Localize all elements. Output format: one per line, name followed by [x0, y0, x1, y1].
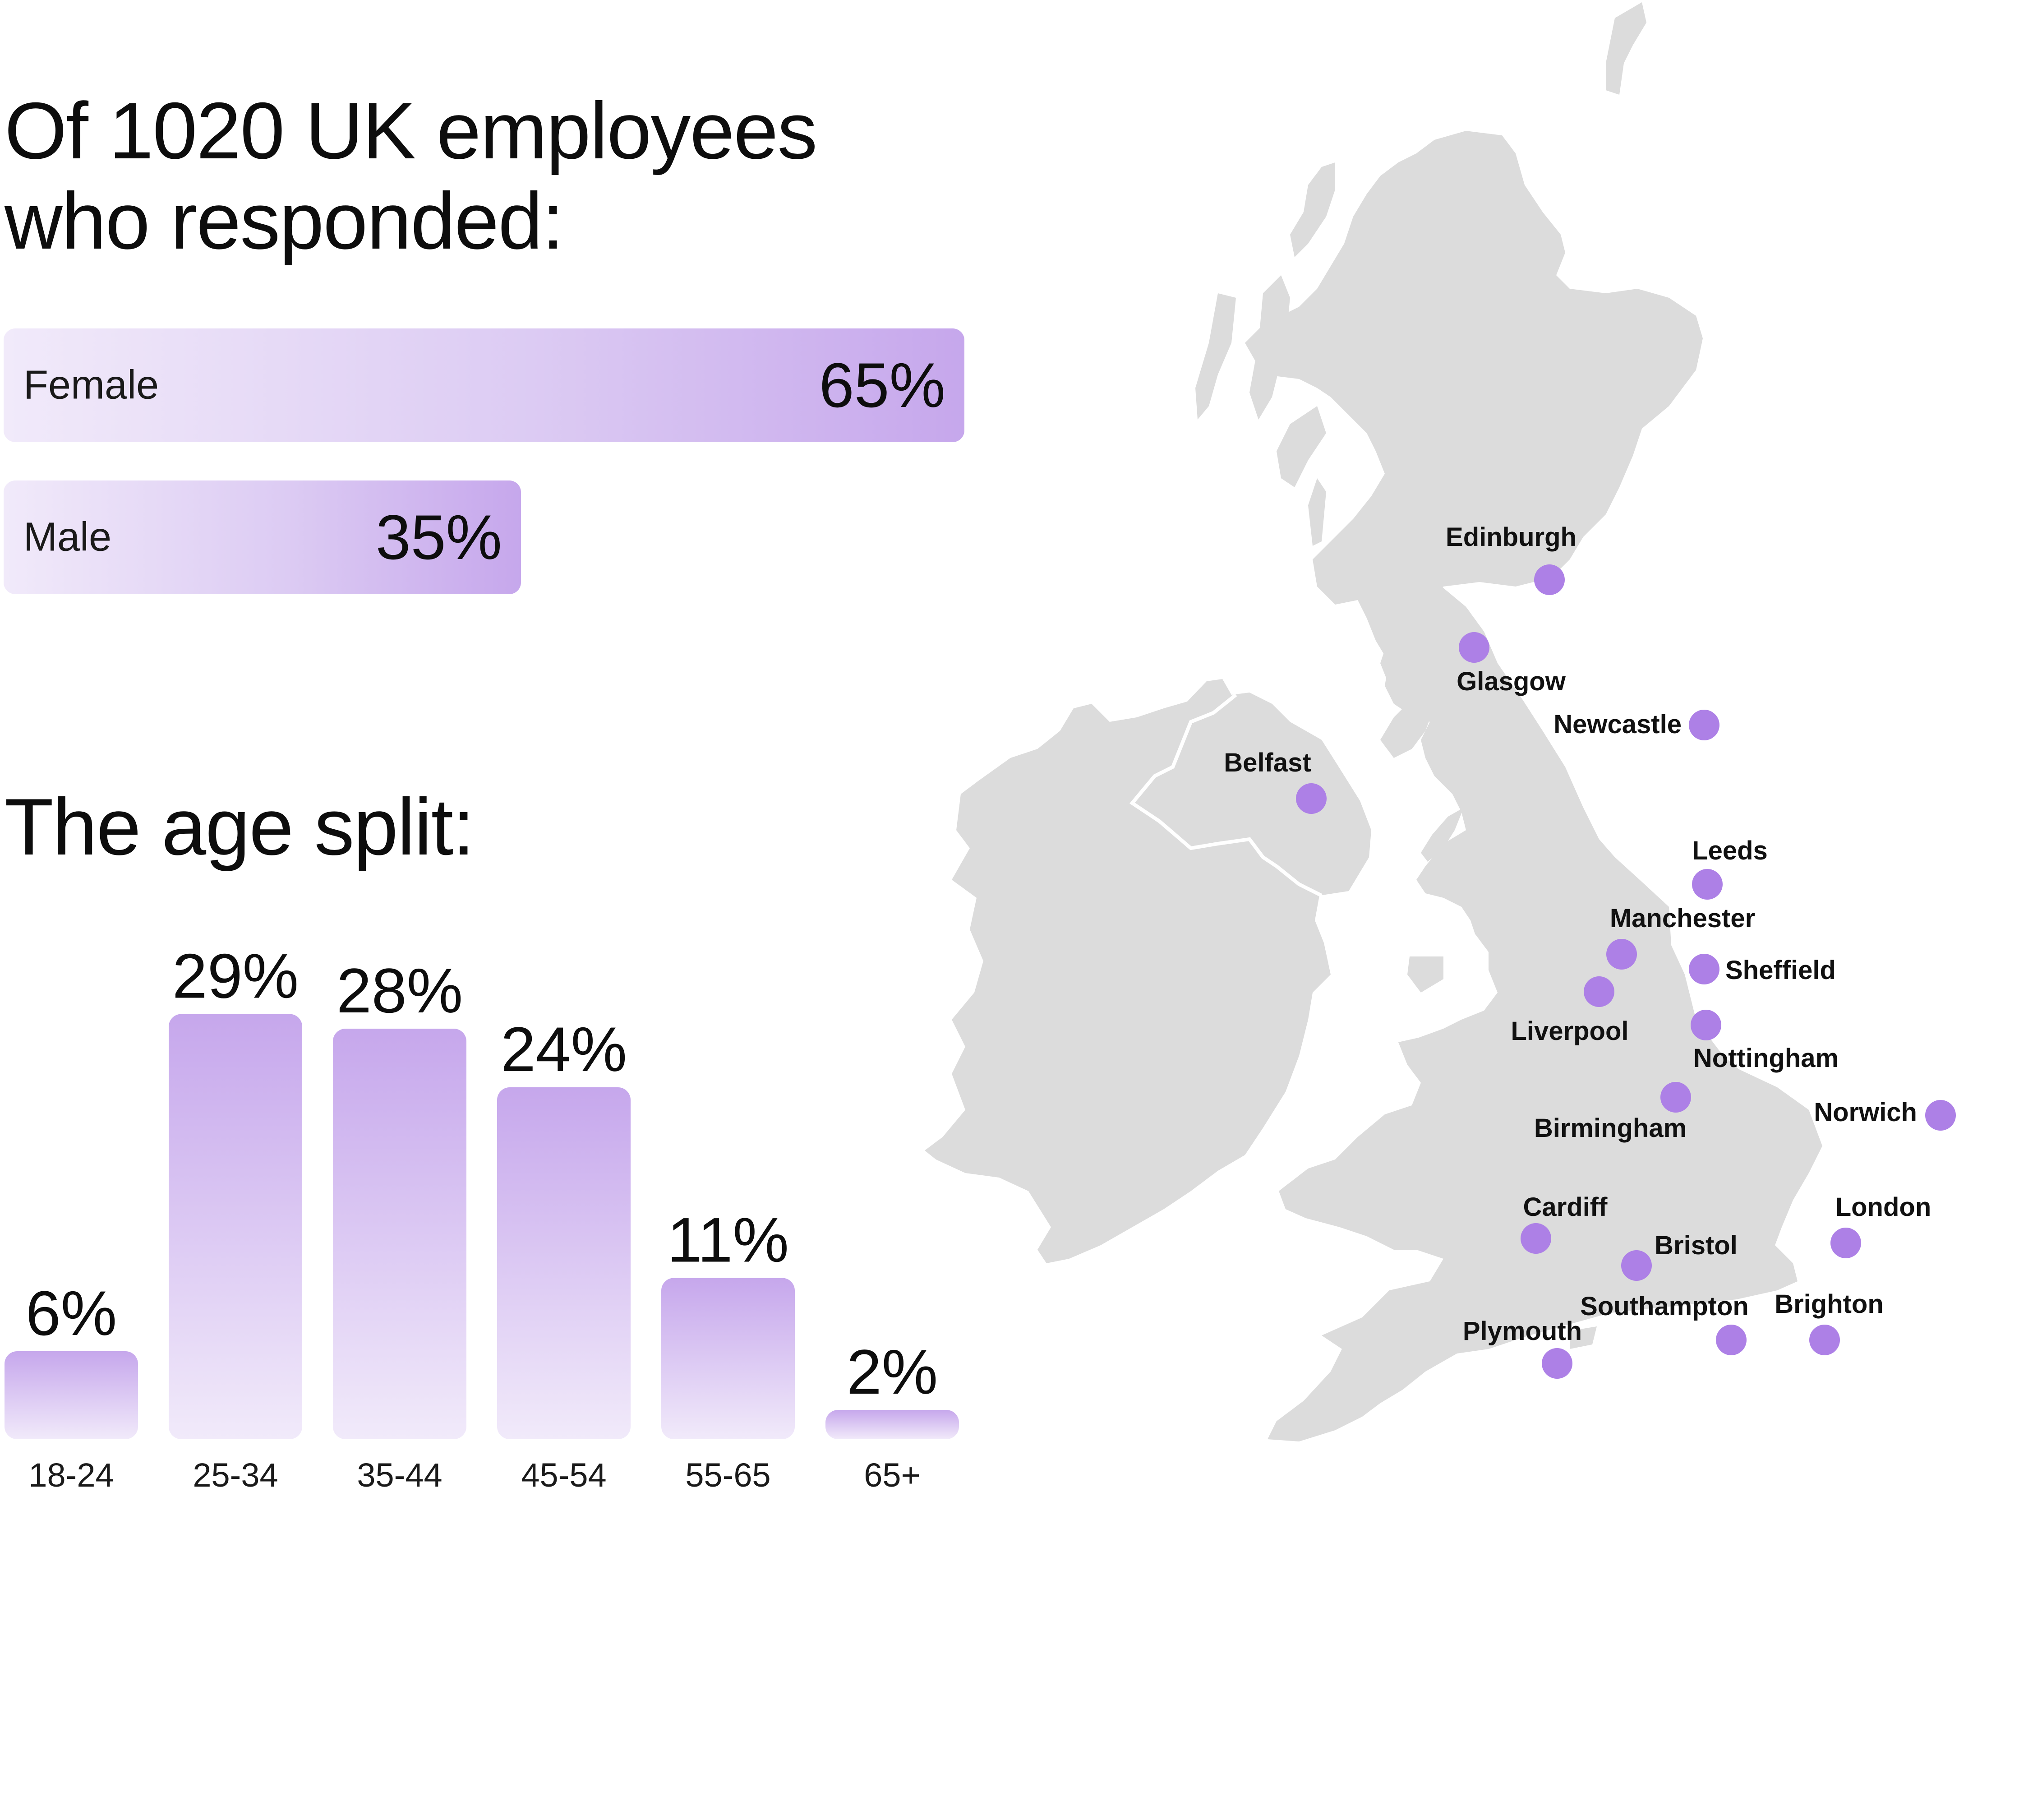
- city-label-london: London: [1835, 1192, 1931, 1222]
- city-label-belfast: Belfast: [1224, 748, 1311, 777]
- gender-value-male: 35%: [375, 502, 502, 573]
- city-label-nottingham: Nottingham: [1693, 1044, 1839, 1073]
- city-marker-liverpool: [1584, 976, 1614, 1007]
- city-label-edinburgh: Edinburgh: [1446, 522, 1576, 552]
- age-bar-25-34: [169, 1014, 302, 1439]
- age-value-label: 28%: [336, 955, 463, 1026]
- age-chart-title: The age split:: [5, 782, 475, 872]
- headline-line-2: who responded:: [5, 176, 564, 266]
- age-bar-55-65: [661, 1278, 795, 1439]
- city-label-liverpool: Liverpool: [1511, 1016, 1628, 1046]
- city-marker-newcastle: [1689, 710, 1719, 740]
- city-marker-sheffield: [1689, 954, 1719, 984]
- age-value-label: 24%: [501, 1014, 627, 1085]
- age-value-label: 11%: [667, 1205, 789, 1275]
- gender-value-female: 65%: [819, 350, 945, 420]
- city-label-sheffield: Sheffield: [1725, 956, 1836, 985]
- age-value-label: 2%: [847, 1336, 938, 1407]
- city-label-southampton: Southampton: [1580, 1292, 1749, 1321]
- age-category-label: 18-24: [28, 1456, 114, 1494]
- city-marker-london: [1830, 1228, 1861, 1258]
- city-marker-brighton: [1809, 1325, 1840, 1355]
- city-marker-manchester: [1606, 939, 1637, 970]
- age-bar-45-54: [497, 1087, 631, 1439]
- city-marker-southampton: [1716, 1325, 1747, 1355]
- age-bar-65+: [825, 1410, 959, 1439]
- city-label-glasgow: Glasgow: [1457, 667, 1566, 696]
- city-marker-belfast: [1296, 783, 1327, 814]
- ireland-landmass: [925, 679, 1371, 1263]
- age-category-label: 25-34: [193, 1456, 278, 1494]
- city-marker-leeds: [1692, 869, 1723, 900]
- gender-bar-male: Male 35%: [4, 480, 521, 594]
- headline-line-1: Of 1020 UK employees: [5, 86, 817, 176]
- scottish-island: [1606, 2, 1646, 95]
- city-marker-edinburgh: [1534, 564, 1565, 595]
- ni-border: [1129, 693, 1323, 897]
- age-category-label: 35-44: [357, 1456, 442, 1494]
- city-label-newcastle: Newcastle: [1553, 710, 1682, 739]
- city-label-leeds: Leeds: [1692, 836, 1768, 865]
- scottish-island: [1249, 275, 1290, 420]
- age-value-label: 29%: [172, 941, 299, 1012]
- scotland-landmass: [1245, 131, 1703, 758]
- gender-bar-female: Female 65%: [4, 328, 964, 442]
- scottish-island: [1195, 293, 1236, 420]
- anglesey: [1407, 956, 1443, 993]
- map-land: [925, 2, 1822, 1441]
- age-category-label: 45-54: [521, 1456, 606, 1494]
- great-britain-landmass: [1268, 559, 1822, 1441]
- city-marker-glasgow: [1459, 632, 1489, 663]
- headline: Of 1020 UK employees who responded:: [5, 86, 817, 266]
- isle-of-man: [1421, 808, 1464, 862]
- scottish-island: [1290, 162, 1335, 257]
- uk-ireland-map: Edinburgh Glasgow Newcastle Belfast Leeds Man…: [925, 2, 1956, 1441]
- city-label-bristol: Bristol: [1655, 1231, 1738, 1260]
- city-marker-nottingham: [1691, 1010, 1721, 1040]
- scottish-island: [1277, 406, 1326, 487]
- city-marker-norwich: [1925, 1100, 1956, 1131]
- age-value-label: 6%: [26, 1278, 117, 1349]
- city-marker-plymouth: [1542, 1348, 1572, 1379]
- gender-label-female: Female: [23, 362, 159, 408]
- age-bar-18-24: [5, 1351, 138, 1439]
- scottish-island: [1308, 478, 1326, 546]
- city-label-plymouth: Plymouth: [1463, 1316, 1582, 1346]
- city-label-cardiff: Cardiff: [1523, 1192, 1608, 1222]
- city-label-manchester: Manchester: [1610, 904, 1755, 933]
- age-bar-35-44: [333, 1029, 466, 1439]
- city-marker-cardiff: [1521, 1223, 1551, 1254]
- age-category-label: 55-65: [685, 1456, 770, 1494]
- gender-label-male: Male: [23, 514, 112, 560]
- isle-of-wight: [1570, 1326, 1597, 1349]
- age-category-label: 65+: [864, 1456, 921, 1494]
- scottish-island: [1380, 623, 1403, 686]
- city-marker-birmingham: [1660, 1082, 1691, 1113]
- city-label-brighton: Brighton: [1775, 1289, 1884, 1319]
- city-marker-bristol: [1621, 1250, 1652, 1281]
- age-bar-chart: 6% 18-24 29% 25-34 28% 35-44 24% 45-54 11% 55-65 2…: [5, 941, 959, 1494]
- city-label-norwich: Norwich: [1814, 1098, 1917, 1127]
- city-label-birmingham: Birmingham: [1534, 1113, 1687, 1143]
